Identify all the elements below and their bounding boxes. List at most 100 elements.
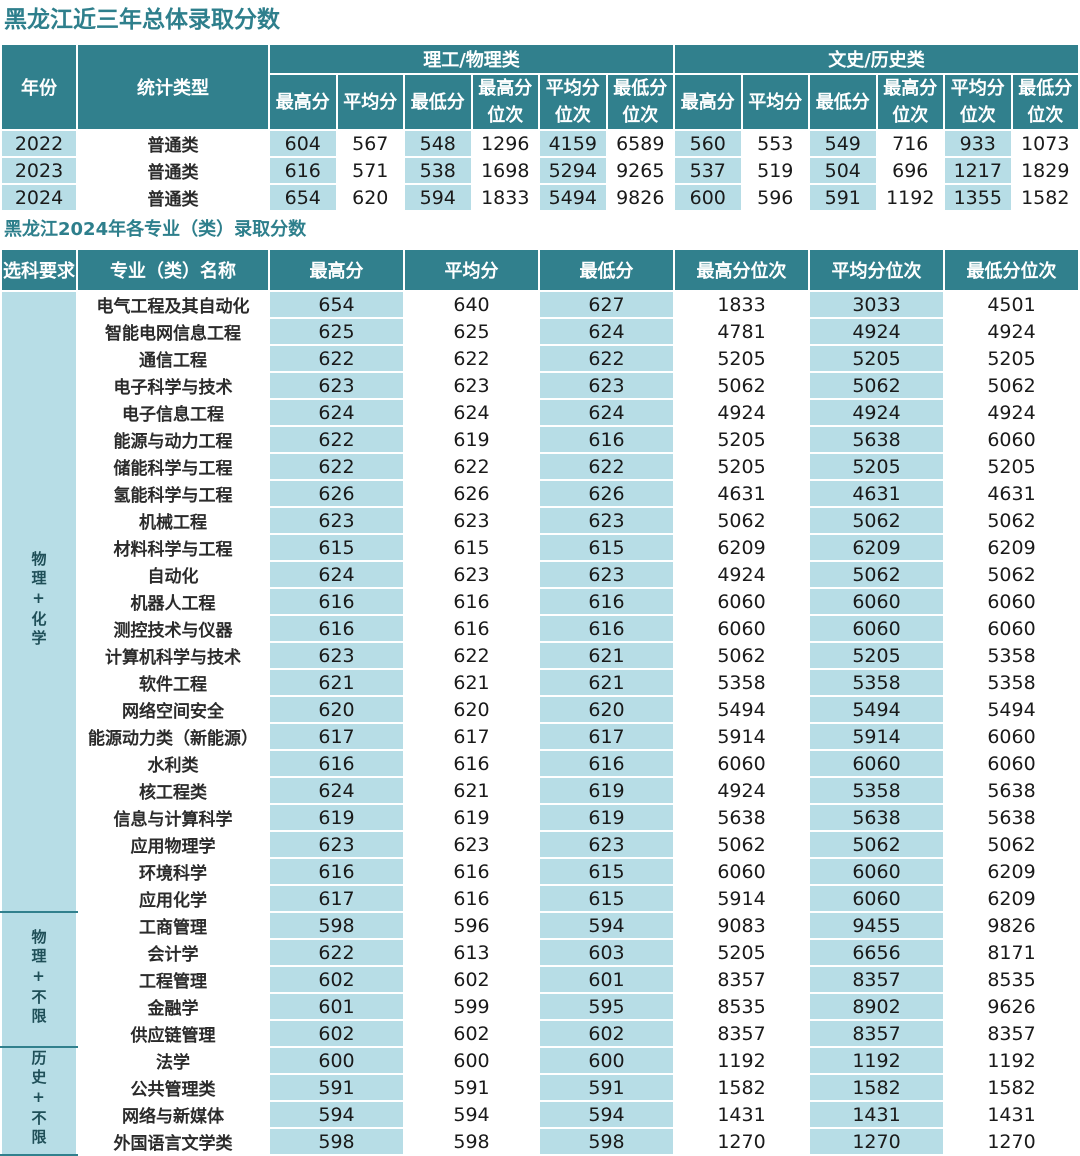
table-cell: 623 (268, 371, 405, 400)
table-cell: 600 (538, 1046, 675, 1075)
table-cell: 6060 (673, 587, 810, 616)
table-row: 网络空间安全 620 620 620 5494 5494 5494 (1, 695, 1080, 724)
table-cell: 6060 (673, 749, 810, 778)
table-cell: 548 (403, 129, 473, 158)
table-cell: 602 (268, 1019, 405, 1048)
table-cell: 普通类 (76, 156, 270, 185)
column-header: 最高分 (673, 73, 743, 131)
table-cell: 519 (740, 156, 810, 185)
table-cell: 4924 (673, 398, 810, 427)
table-cell: 553 (740, 129, 810, 158)
table-cell: 应用物理学 (76, 830, 270, 859)
table-cell: 6060 (808, 614, 945, 643)
table-cell: 8357 (673, 1019, 810, 1048)
table-cell: 4631 (943, 479, 1080, 508)
table-cell: 621 (403, 776, 540, 805)
table-cell: 6209 (808, 533, 945, 562)
table-cell: 594 (538, 1100, 675, 1129)
table-cell: 620 (335, 183, 405, 212)
table-cell: 机器人工程 (76, 587, 270, 616)
requirement-cell: 物理+不限 (0, 911, 78, 1048)
table-title: 黑龙江近三年总体录取分数 (4, 7, 280, 33)
table-row: 计算机科学与技术 623 622 621 5062 5205 5358 (1, 641, 1080, 670)
table-cell: 616 (403, 857, 540, 886)
table-cell: 5358 (808, 776, 945, 805)
table-cell: 602 (268, 965, 405, 994)
table-cell: 环境科学 (76, 857, 270, 886)
table-cell: 624 (403, 398, 540, 427)
header-text: 平均分位次 (950, 78, 1005, 126)
table-cell: 4924 (808, 317, 945, 346)
table-cell: 1431 (673, 1100, 810, 1129)
table-row: 水利类 616 616 616 6060 6060 6060 (1, 749, 1080, 778)
table-cell: 5638 (808, 425, 945, 454)
table-cell: 4924 (943, 398, 1080, 427)
table-cell: 8171 (943, 938, 1080, 967)
table-cell: 504 (808, 156, 878, 185)
table-cell: 金融学 (76, 992, 270, 1021)
column-header: 最高分 (268, 248, 405, 292)
table-cell: 储能科学与工程 (76, 452, 270, 481)
table-cell: 5062 (673, 506, 810, 535)
table-cell: 8357 (808, 965, 945, 994)
table-cell: 4631 (673, 479, 810, 508)
table-cell: 1698 (470, 156, 540, 185)
table-row: 网络与新媒体 594 594 594 1431 1431 1431 (1, 1100, 1080, 1129)
table-cell: 8357 (943, 1019, 1080, 1048)
table-cell: 核工程类 (76, 776, 270, 805)
table-cell: 626 (268, 479, 405, 508)
group-header: 理工/物理类 (268, 43, 675, 75)
table-cell: 622 (538, 452, 675, 481)
table-row: 电子信息工程 624 624 624 4924 4924 4924 (1, 398, 1080, 427)
table-row: 应用物理学 623 623 623 5062 5062 5062 (1, 830, 1080, 859)
column-header: 最低分 (403, 73, 473, 131)
table-cell: 5358 (943, 668, 1080, 697)
table-cell: 5205 (808, 641, 945, 670)
table-row: 金融学 601 599 595 8535 8902 9626 (1, 992, 1080, 1021)
table-cell: 5358 (673, 668, 810, 697)
table-cell: 网络空间安全 (76, 695, 270, 724)
table-cell: 信息与计算科学 (76, 803, 270, 832)
table-cell: 工程管理 (76, 965, 270, 994)
table-cell: 6060 (808, 587, 945, 616)
table-cell: 616 (268, 587, 405, 616)
table-cell: 619 (268, 803, 405, 832)
table-cell: 6060 (943, 749, 1080, 778)
table-cell: 621 (538, 641, 675, 670)
table-cell: 5205 (943, 452, 1080, 481)
table-cell: 619 (538, 803, 675, 832)
table-cell: 5205 (673, 344, 810, 373)
table-cell: 623 (403, 506, 540, 535)
table-cell: 5358 (808, 668, 945, 697)
table-cell: 617 (268, 884, 405, 913)
header-text: 最高分 (275, 91, 330, 113)
table-cell: 1833 (673, 290, 810, 319)
table-cell: 623 (403, 830, 540, 859)
table-cell: 3033 (808, 290, 945, 319)
table-cell: 5638 (943, 803, 1080, 832)
table-row: 工程管理 602 602 601 8357 8357 8535 (1, 965, 1080, 994)
table-cell: 594 (268, 1100, 405, 1129)
table-cell: 622 (538, 344, 675, 373)
table-cell: 696 (875, 156, 945, 185)
table-cell: 622 (268, 344, 405, 373)
table-cell: 619 (538, 776, 675, 805)
table-cell: 619 (403, 425, 540, 454)
header-text: 平均分 (748, 91, 803, 113)
table-cell: 水利类 (76, 749, 270, 778)
table-cell: 598 (268, 911, 405, 940)
header-text: 最高分 (680, 91, 735, 113)
table-row: 电子科学与技术 623 623 623 5062 5062 5062 (1, 371, 1080, 400)
table-cell: 622 (268, 452, 405, 481)
table-cell: 5914 (808, 722, 945, 751)
table-cell: 615 (538, 857, 675, 886)
table-cell: 1073 (1010, 129, 1080, 158)
table-cell: 5494 (538, 183, 608, 212)
table-cell: 6060 (673, 857, 810, 886)
table-cell: 615 (403, 533, 540, 562)
table-cell: 621 (268, 668, 405, 697)
table-row: 核工程类 624 621 619 4924 5358 5638 (1, 776, 1080, 805)
table-row: 2022 普通类 604 567 548 1296 4159 6589 560 553 549 716… (0, 129, 1080, 158)
table-cell: 601 (268, 992, 405, 1021)
table-cell: 5062 (673, 641, 810, 670)
